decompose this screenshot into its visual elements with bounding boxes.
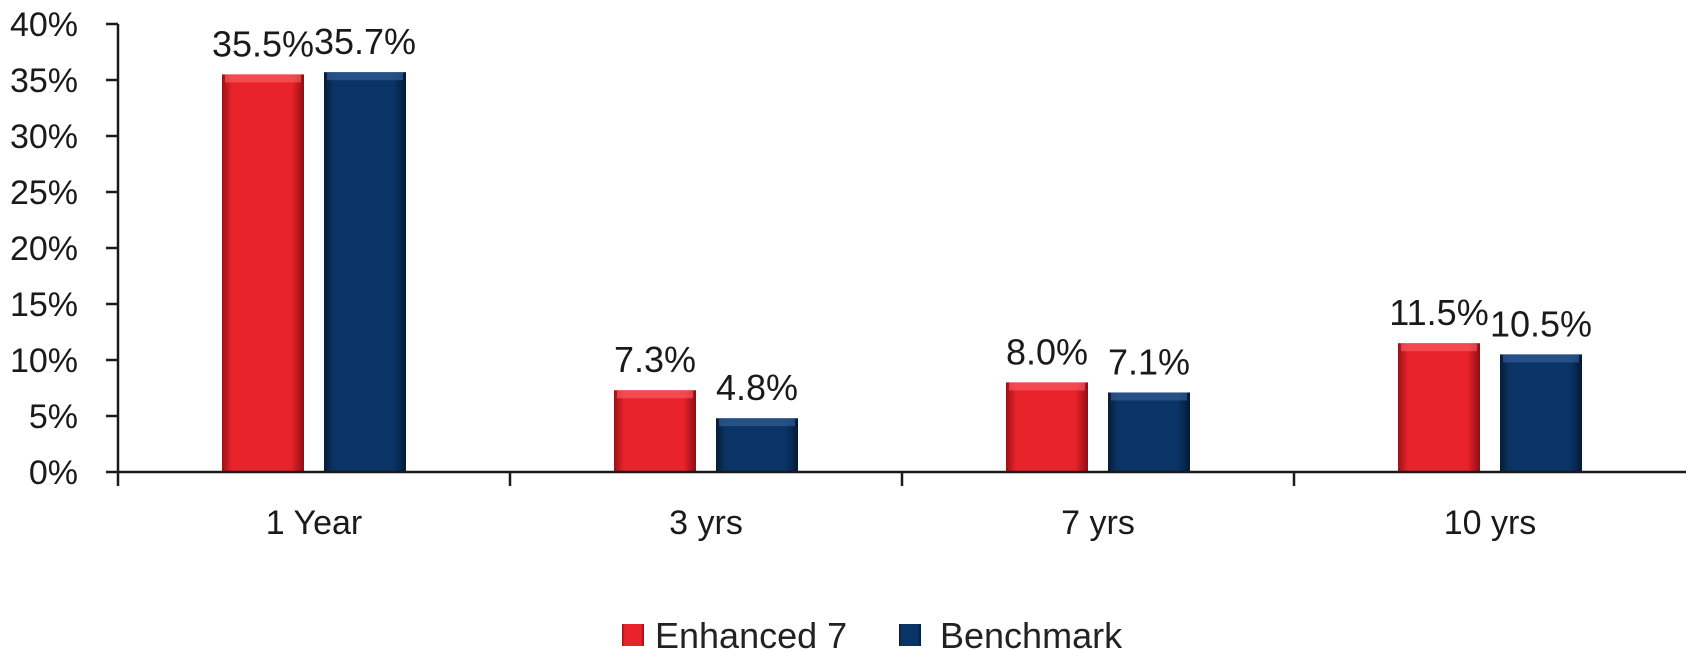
legend-swatch	[622, 624, 644, 646]
y-tick-label: 30%	[10, 118, 78, 156]
data-label: 7.3%	[614, 339, 696, 380]
data-label: 10.5%	[1490, 303, 1592, 344]
y-tick-label: 35%	[10, 62, 78, 100]
bar-top-highlight	[1401, 343, 1477, 352]
legend-item-benchmark: Benchmark	[899, 615, 1123, 652]
bar-top-highlight	[1111, 392, 1187, 401]
legend-swatch	[899, 624, 921, 646]
y-tick-label: 15%	[10, 286, 78, 324]
bar-top-highlight	[1009, 382, 1085, 391]
bar-enhanced-7	[1398, 343, 1480, 472]
data-label: 8.0%	[1006, 331, 1088, 372]
x-category-label: 10 yrs	[1444, 504, 1537, 542]
bar-top-highlight	[1503, 354, 1579, 363]
bar-benchmark	[716, 418, 798, 472]
y-tick-label: 5%	[29, 398, 78, 436]
x-category-label: 7 yrs	[1061, 504, 1135, 542]
data-labels: 35.5% 35.7% 7.3% 4.8% 8.0% 7.1% 11.5% 10.5%	[212, 21, 1592, 408]
bars	[222, 72, 1582, 473]
bar-enhanced-7	[222, 74, 304, 473]
data-label: 4.8%	[716, 367, 798, 408]
bar-benchmark	[324, 72, 406, 472]
x-axis-labels: 1 Year 3 yrs 7 yrs 10 yrs	[266, 504, 1537, 542]
legend: Enhanced 7 Benchmark	[622, 615, 1123, 652]
legend-label: Benchmark	[940, 615, 1123, 652]
bar-benchmark	[1108, 392, 1190, 472]
data-label: 35.5%	[212, 23, 314, 64]
bar-top-highlight	[225, 74, 301, 83]
bar-enhanced-7	[614, 390, 696, 472]
bar-top-highlight	[719, 418, 795, 427]
x-category-label: 3 yrs	[669, 504, 743, 542]
bar-enhanced-7	[1006, 382, 1088, 472]
y-tick-label: 10%	[10, 342, 78, 380]
y-tick-label: 40%	[10, 6, 78, 44]
y-tick-label: 20%	[10, 230, 78, 268]
x-category-label: 1 Year	[266, 504, 362, 542]
data-label: 7.1%	[1108, 341, 1190, 382]
axes	[116, 24, 1686, 486]
bar-top-highlight	[617, 390, 693, 399]
data-label: 11.5%	[1389, 292, 1488, 333]
legend-item-enhanced-7: Enhanced 7	[622, 615, 847, 652]
y-tick-label: 0%	[29, 454, 78, 492]
data-label: 35.7%	[314, 21, 416, 62]
bar-benchmark	[1500, 354, 1582, 472]
legend-label: Enhanced 7	[655, 615, 847, 652]
bar-top-highlight	[327, 72, 403, 81]
y-tick-label: 25%	[10, 174, 78, 212]
y-axis-ticks: 0% 5% 10% 15% 20% 25% 30% 35% 40%	[10, 6, 118, 492]
